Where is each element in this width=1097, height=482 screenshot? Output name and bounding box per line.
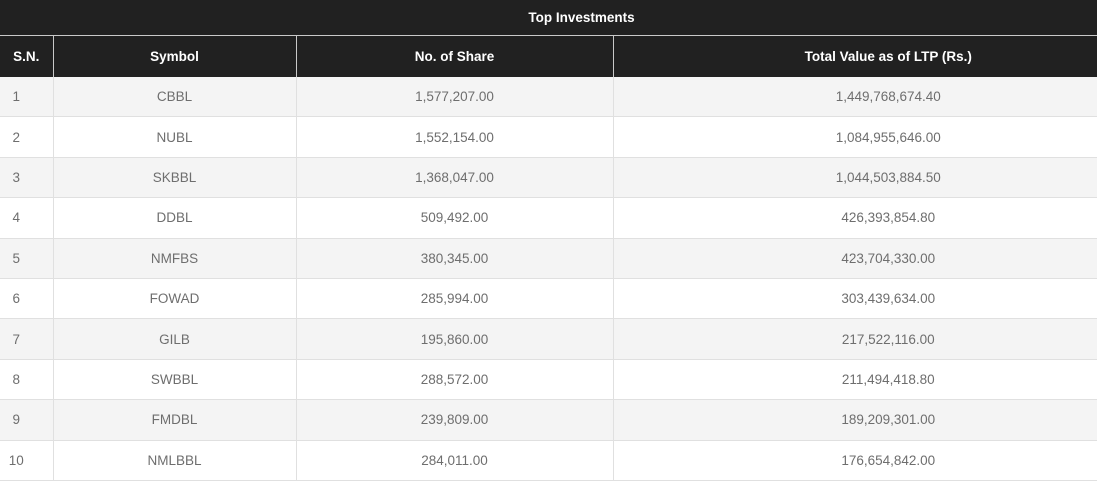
cell-value: 176,654,842.00 — [613, 440, 1097, 481]
cell-value: 1,084,955,646.00 — [613, 116, 1097, 158]
cell-symbol: NMFBS — [53, 238, 297, 279]
cell-sn: 3 — [0, 157, 54, 199]
cell-sn: 10 — [0, 440, 54, 481]
cell-sn: 9 — [0, 399, 54, 441]
cell-symbol: FOWAD — [53, 278, 297, 320]
cell-symbol: DDBL — [53, 197, 297, 239]
cell-symbol: CBBL — [53, 77, 297, 118]
table-head: Top Investments S.N. Symbol No. of Share To… — [0, 0, 1097, 77]
cell-value: 211,494,418.80 — [613, 359, 1097, 401]
cell-symbol: SWBBL — [53, 359, 297, 401]
cell-value: 217,522,116.00 — [613, 318, 1097, 360]
cell-sn: 1 — [0, 77, 54, 118]
table-row: 4 DDBL 509,492.00 426,393,854.80 — [0, 197, 1097, 239]
cell-value: 426,393,854.80 — [613, 197, 1097, 239]
column-header-shares: No. of Share — [296, 35, 614, 77]
table-row: 2 NUBL 1,552,154.00 1,084,955,646.00 — [0, 116, 1097, 158]
cell-shares: 509,492.00 — [296, 197, 614, 239]
cell-shares: 1,368,047.00 — [296, 157, 614, 199]
cell-sn: 6 — [0, 278, 54, 320]
cell-shares: 239,809.00 — [296, 399, 614, 441]
table-body: 1 CBBL 1,577,207.00 1,449,768,674.40 2 NUBL 1,… — [0, 77, 1097, 481]
table-row: 3 SKBBL 1,368,047.00 1,044,503,884.50 — [0, 157, 1097, 199]
cell-symbol: SKBBL — [53, 157, 297, 199]
cell-value: 189,209,301.00 — [613, 399, 1097, 441]
cell-sn: 2 — [0, 116, 54, 158]
cell-shares: 1,577,207.00 — [296, 77, 614, 118]
cell-symbol: NMLBBL — [53, 440, 297, 481]
cell-sn: 7 — [0, 318, 54, 360]
cell-value: 303,439,634.00 — [613, 278, 1097, 320]
cell-shares: 288,572.00 — [296, 359, 614, 401]
cell-sn: 8 — [0, 359, 54, 401]
cell-symbol: GILB — [53, 318, 297, 360]
cell-shares: 285,994.00 — [296, 278, 614, 320]
table-row: 1 CBBL 1,577,207.00 1,449,768,674.40 — [0, 77, 1097, 118]
cell-shares: 1,552,154.00 — [296, 116, 614, 158]
cell-sn: 5 — [0, 238, 54, 279]
cell-symbol: FMDBL — [53, 399, 297, 441]
cell-value: 423,704,330.00 — [613, 238, 1097, 279]
cell-value: 1,044,503,884.50 — [613, 157, 1097, 199]
cell-symbol: NUBL — [53, 116, 297, 158]
cell-sn: 4 — [0, 197, 54, 239]
cell-shares: 284,011.00 — [296, 440, 614, 481]
table-row: 9 FMDBL 239,809.00 189,209,301.00 — [0, 399, 1097, 441]
column-header-sn: S.N. — [0, 35, 54, 77]
table-row: 10 NMLBBL 284,011.00 176,654,842.00 — [0, 440, 1097, 481]
column-header-symbol: Symbol — [53, 35, 297, 77]
cell-value: 1,449,768,674.40 — [613, 77, 1097, 118]
table-row: 7 GILB 195,860.00 217,522,116.00 — [0, 318, 1097, 360]
cell-shares: 195,860.00 — [296, 318, 614, 360]
table-title-row: Top Investments — [0, 0, 1097, 36]
column-header-value: Total Value as of LTP (Rs.) — [613, 35, 1097, 77]
cell-shares: 380,345.00 — [296, 238, 614, 279]
table-title: Top Investments — [0, 0, 1097, 36]
table-row: 6 FOWAD 285,994.00 303,439,634.00 — [0, 278, 1097, 320]
table-row: 5 NMFBS 380,345.00 423,704,330.00 — [0, 238, 1097, 279]
table-row: 8 SWBBL 288,572.00 211,494,418.80 — [0, 359, 1097, 401]
column-header-row: S.N. Symbol No. of Share Total Value as of … — [0, 35, 1097, 77]
